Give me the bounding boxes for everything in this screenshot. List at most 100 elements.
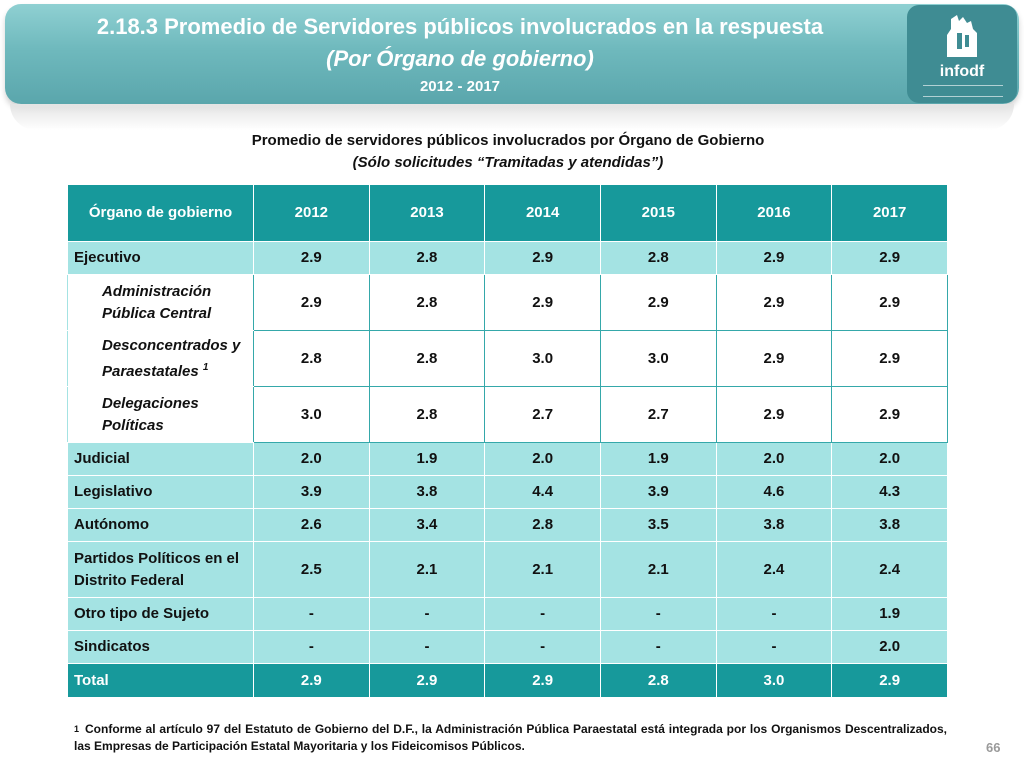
table-cell: 2.1 — [599, 541, 717, 598]
table-row: Partidos Políticos en el Distrito Federa… — [67, 541, 948, 598]
table-row: Legislativo 3.9 3.8 4.4 3.9 4.6 4.3 — [67, 475, 948, 509]
page-subtitle: (Por Órgano de gobierno) — [326, 46, 594, 71]
footnote-text: Conforme al artículo 97 del Estatuto de … — [74, 722, 947, 753]
row-label: Autónomo — [67, 508, 254, 542]
table-cell: 2.8 — [368, 241, 486, 275]
table-cell: 3.4 — [368, 508, 486, 542]
row-label: Administración Pública Central — [67, 274, 254, 331]
row-label: Total — [67, 663, 254, 698]
column-header-organo: Órgano de gobierno — [67, 184, 254, 242]
column-header-year: 2017 — [831, 184, 948, 242]
table-title: Promedio de servidores públicos involucr… — [251, 132, 765, 149]
table-cell: 3.0 — [253, 386, 370, 443]
table-cell: 2.0 — [484, 442, 601, 476]
table-cell: 2.9 — [831, 241, 948, 275]
table-subtitle: (Sólo solicitudes “Tramitadas y atendida… — [352, 154, 664, 171]
table-cell: 2.9 — [715, 386, 833, 443]
table-cell: 2.0 — [831, 630, 948, 664]
row-label: Ejecutivo — [67, 241, 254, 275]
column-header-year: 2012 — [253, 184, 370, 242]
table-cell: 3.5 — [599, 508, 717, 542]
table-cell: 2.9 — [484, 274, 601, 331]
table-cell: 2.8 — [599, 663, 717, 698]
table-cell: 3.8 — [715, 508, 833, 542]
table-row: Administración Pública Central 2.9 2.8 2… — [67, 274, 948, 331]
table-cell: 2.9 — [831, 386, 948, 443]
table-cell: 1.9 — [368, 442, 486, 476]
table-row: Judicial 2.0 1.9 2.0 1.9 2.0 2.0 — [67, 442, 948, 476]
table-cell: 2.5 — [253, 541, 370, 598]
row-label: Partidos Políticos en el Distrito Federa… — [67, 541, 254, 598]
table-cell: 3.0 — [599, 330, 717, 387]
table-cell: 4.3 — [831, 475, 948, 509]
table-cell: 3.8 — [831, 508, 948, 542]
table-cell: 2.0 — [253, 442, 370, 476]
row-label: Delegaciones Políticas — [67, 386, 254, 443]
table-cell: 2.1 — [368, 541, 486, 598]
page-number: 66 — [986, 740, 1001, 755]
logo-wordmark: infodf — [939, 63, 985, 80]
table-cell: 2.9 — [253, 274, 370, 331]
table-cell: 2.7 — [599, 386, 717, 443]
data-table: Órgano de gobierno 2012 2013 2014 2015 2… — [67, 184, 948, 698]
table-cell: 3.0 — [715, 663, 833, 698]
row-label: Otro tipo de Sujeto — [67, 597, 254, 631]
table-cell: 2.9 — [715, 241, 833, 275]
column-header-year: 2013 — [368, 184, 486, 242]
table-row: Ejecutivo 2.9 2.8 2.9 2.8 2.9 2.9 — [67, 241, 948, 275]
table-cell: - — [253, 630, 370, 664]
page-period: 2012 - 2017 — [419, 78, 501, 95]
row-label: Desconcentrados y Paraestatales 1 — [67, 330, 254, 387]
table-cell: 1.9 — [599, 442, 717, 476]
table-cell: 2.8 — [253, 330, 370, 387]
table-cell: 2.9 — [831, 274, 948, 331]
row-label: Sindicatos — [67, 630, 254, 664]
table-cell: - — [484, 597, 601, 631]
footnote: 1 Conforme al artículo 97 del Estatuto de… — [74, 721, 947, 755]
table-cell: 2.9 — [831, 663, 948, 698]
table-cell: 2.9 — [715, 274, 833, 331]
table-row-total: Total 2.9 2.9 2.9 2.8 3.0 2.9 — [67, 663, 948, 698]
column-header-year: 2016 — [715, 184, 833, 242]
table-cell: 2.8 — [484, 508, 601, 542]
table-cell: 2.9 — [715, 330, 833, 387]
table-cell: 2.0 — [715, 442, 833, 476]
row-label-text: Desconcentrados y Paraestatales — [102, 336, 241, 380]
banner-shadow — [10, 104, 1014, 130]
table-cell: 3.9 — [599, 475, 717, 509]
table-cell: 2.9 — [484, 663, 601, 698]
table-cell: 4.6 — [715, 475, 833, 509]
table-cell: 2.6 — [253, 508, 370, 542]
table-row: Delegaciones Políticas 3.0 2.8 2.7 2.7 2… — [67, 386, 948, 443]
table-cell: 2.9 — [253, 663, 370, 698]
table-cell: - — [599, 630, 717, 664]
table-cell: 2.8 — [368, 274, 486, 331]
table-cell: 1.9 — [831, 597, 948, 631]
table-cell: - — [368, 630, 486, 664]
table-cell: 4.4 — [484, 475, 601, 509]
logo-tagline-lines — [923, 85, 1003, 97]
footnote-marker: 1 — [74, 724, 80, 734]
table-cell: 2.8 — [368, 330, 486, 387]
table-cell: 2.4 — [831, 541, 948, 598]
table-cell: - — [599, 597, 717, 631]
table-cell: 2.1 — [484, 541, 601, 598]
table-cell: 2.9 — [253, 241, 370, 275]
table-cell: - — [253, 597, 370, 631]
table-cell: - — [368, 597, 486, 631]
table-cell: 3.0 — [484, 330, 601, 387]
title-banner — [5, 4, 1019, 104]
table-cell: 2.0 — [831, 442, 948, 476]
table-cell: - — [484, 630, 601, 664]
column-header-year: 2015 — [599, 184, 717, 242]
table-cell: 2.7 — [484, 386, 601, 443]
row-label: Judicial — [67, 442, 254, 476]
table-cell: 2.9 — [831, 330, 948, 387]
table-cell: 2.8 — [599, 241, 717, 275]
table-cell: 2.9 — [368, 663, 486, 698]
table-cell: 3.8 — [368, 475, 486, 509]
table-cell: 2.4 — [715, 541, 833, 598]
table-row: Desconcentrados y Paraestatales 1 2.8 2.… — [67, 330, 948, 387]
page-title: 2.18.3 Promedio de Servidores públicos i… — [96, 14, 824, 39]
column-header-year: 2014 — [484, 184, 601, 242]
